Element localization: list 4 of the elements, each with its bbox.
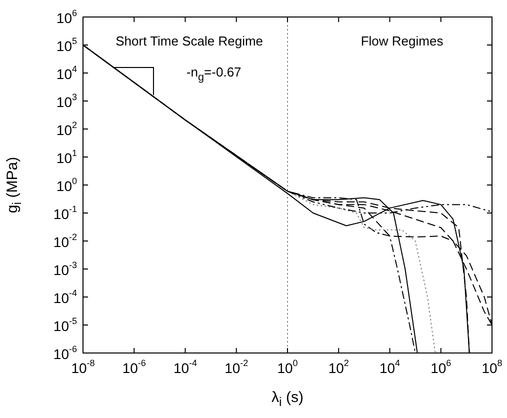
x-axis-title: λ$_{i}$ (s) <box>272 389 304 409</box>
annotation: -n$_{g}$=-0.67 <box>186 64 242 84</box>
annotation: Flow Regimes <box>360 33 444 48</box>
annotation: Short Time Scale Regime <box>116 33 264 48</box>
